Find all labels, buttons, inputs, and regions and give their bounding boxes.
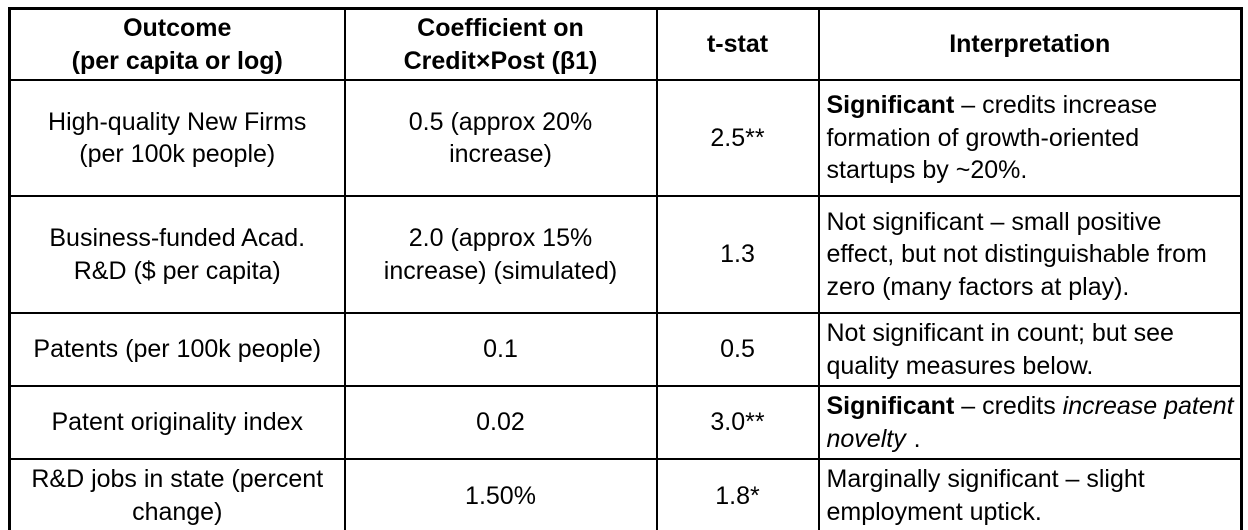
- cell-interpretation: Significant – credits increase formation…: [817, 79, 1243, 197]
- header-interpretation: Interpretation: [817, 7, 1243, 81]
- header-coefficient: Coefficient on Credit×Post (β1): [343, 7, 658, 81]
- cell-outcome: Patent originality index: [8, 385, 346, 460]
- cell-outcome: High-quality New Firms (per 100k people): [8, 79, 346, 197]
- table-row: High-quality New Firms (per 100k people)…: [8, 79, 1243, 197]
- cell-interpretation: Significant – credits increase patent no…: [817, 385, 1243, 460]
- cell-t-stat: 1.8*: [655, 458, 820, 530]
- table-header-row: Outcome (per capita or log) Coefficient …: [8, 7, 1243, 81]
- cell-outcome: Patents (per 100k people): [8, 312, 346, 387]
- table-row: Business-funded Acad. R&D ($ per capita)…: [8, 195, 1243, 314]
- header-t-stat: t-stat: [655, 7, 820, 81]
- cell-t-stat: 1.3: [655, 195, 820, 314]
- table-row: Patents (per 100k people) 0.1 0.5 Not si…: [8, 312, 1243, 387]
- cell-t-stat: 0.5: [655, 312, 820, 387]
- table-row: Patent originality index 0.02 3.0** Sign…: [8, 385, 1243, 460]
- cell-interpretation: Not significant – small positive effect,…: [817, 195, 1243, 314]
- cell-t-stat: 2.5**: [655, 79, 820, 197]
- cell-outcome: Business-funded Acad. R&D ($ per capita): [8, 195, 346, 314]
- cell-t-stat: 3.0**: [655, 385, 820, 460]
- cell-interpretation: Marginally significant – slight employme…: [817, 458, 1243, 530]
- cell-outcome: R&D jobs in state (percent change): [8, 458, 346, 530]
- cell-coefficient: 0.02: [343, 385, 658, 460]
- cell-coefficient: 2.0 (approx 15% increase) (simulated): [343, 195, 658, 314]
- table-row: R&D jobs in state (percent change) 1.50%…: [8, 458, 1243, 530]
- cell-coefficient: 1.50%: [343, 458, 658, 530]
- cell-interpretation: Not significant in count; but see qualit…: [817, 312, 1243, 387]
- results-table: Outcome (per capita or log) Coefficient …: [8, 7, 1243, 530]
- cell-coefficient: 0.5 (approx 20% increase): [343, 79, 658, 197]
- cell-coefficient: 0.1: [343, 312, 658, 387]
- header-outcome: Outcome (per capita or log): [8, 7, 346, 81]
